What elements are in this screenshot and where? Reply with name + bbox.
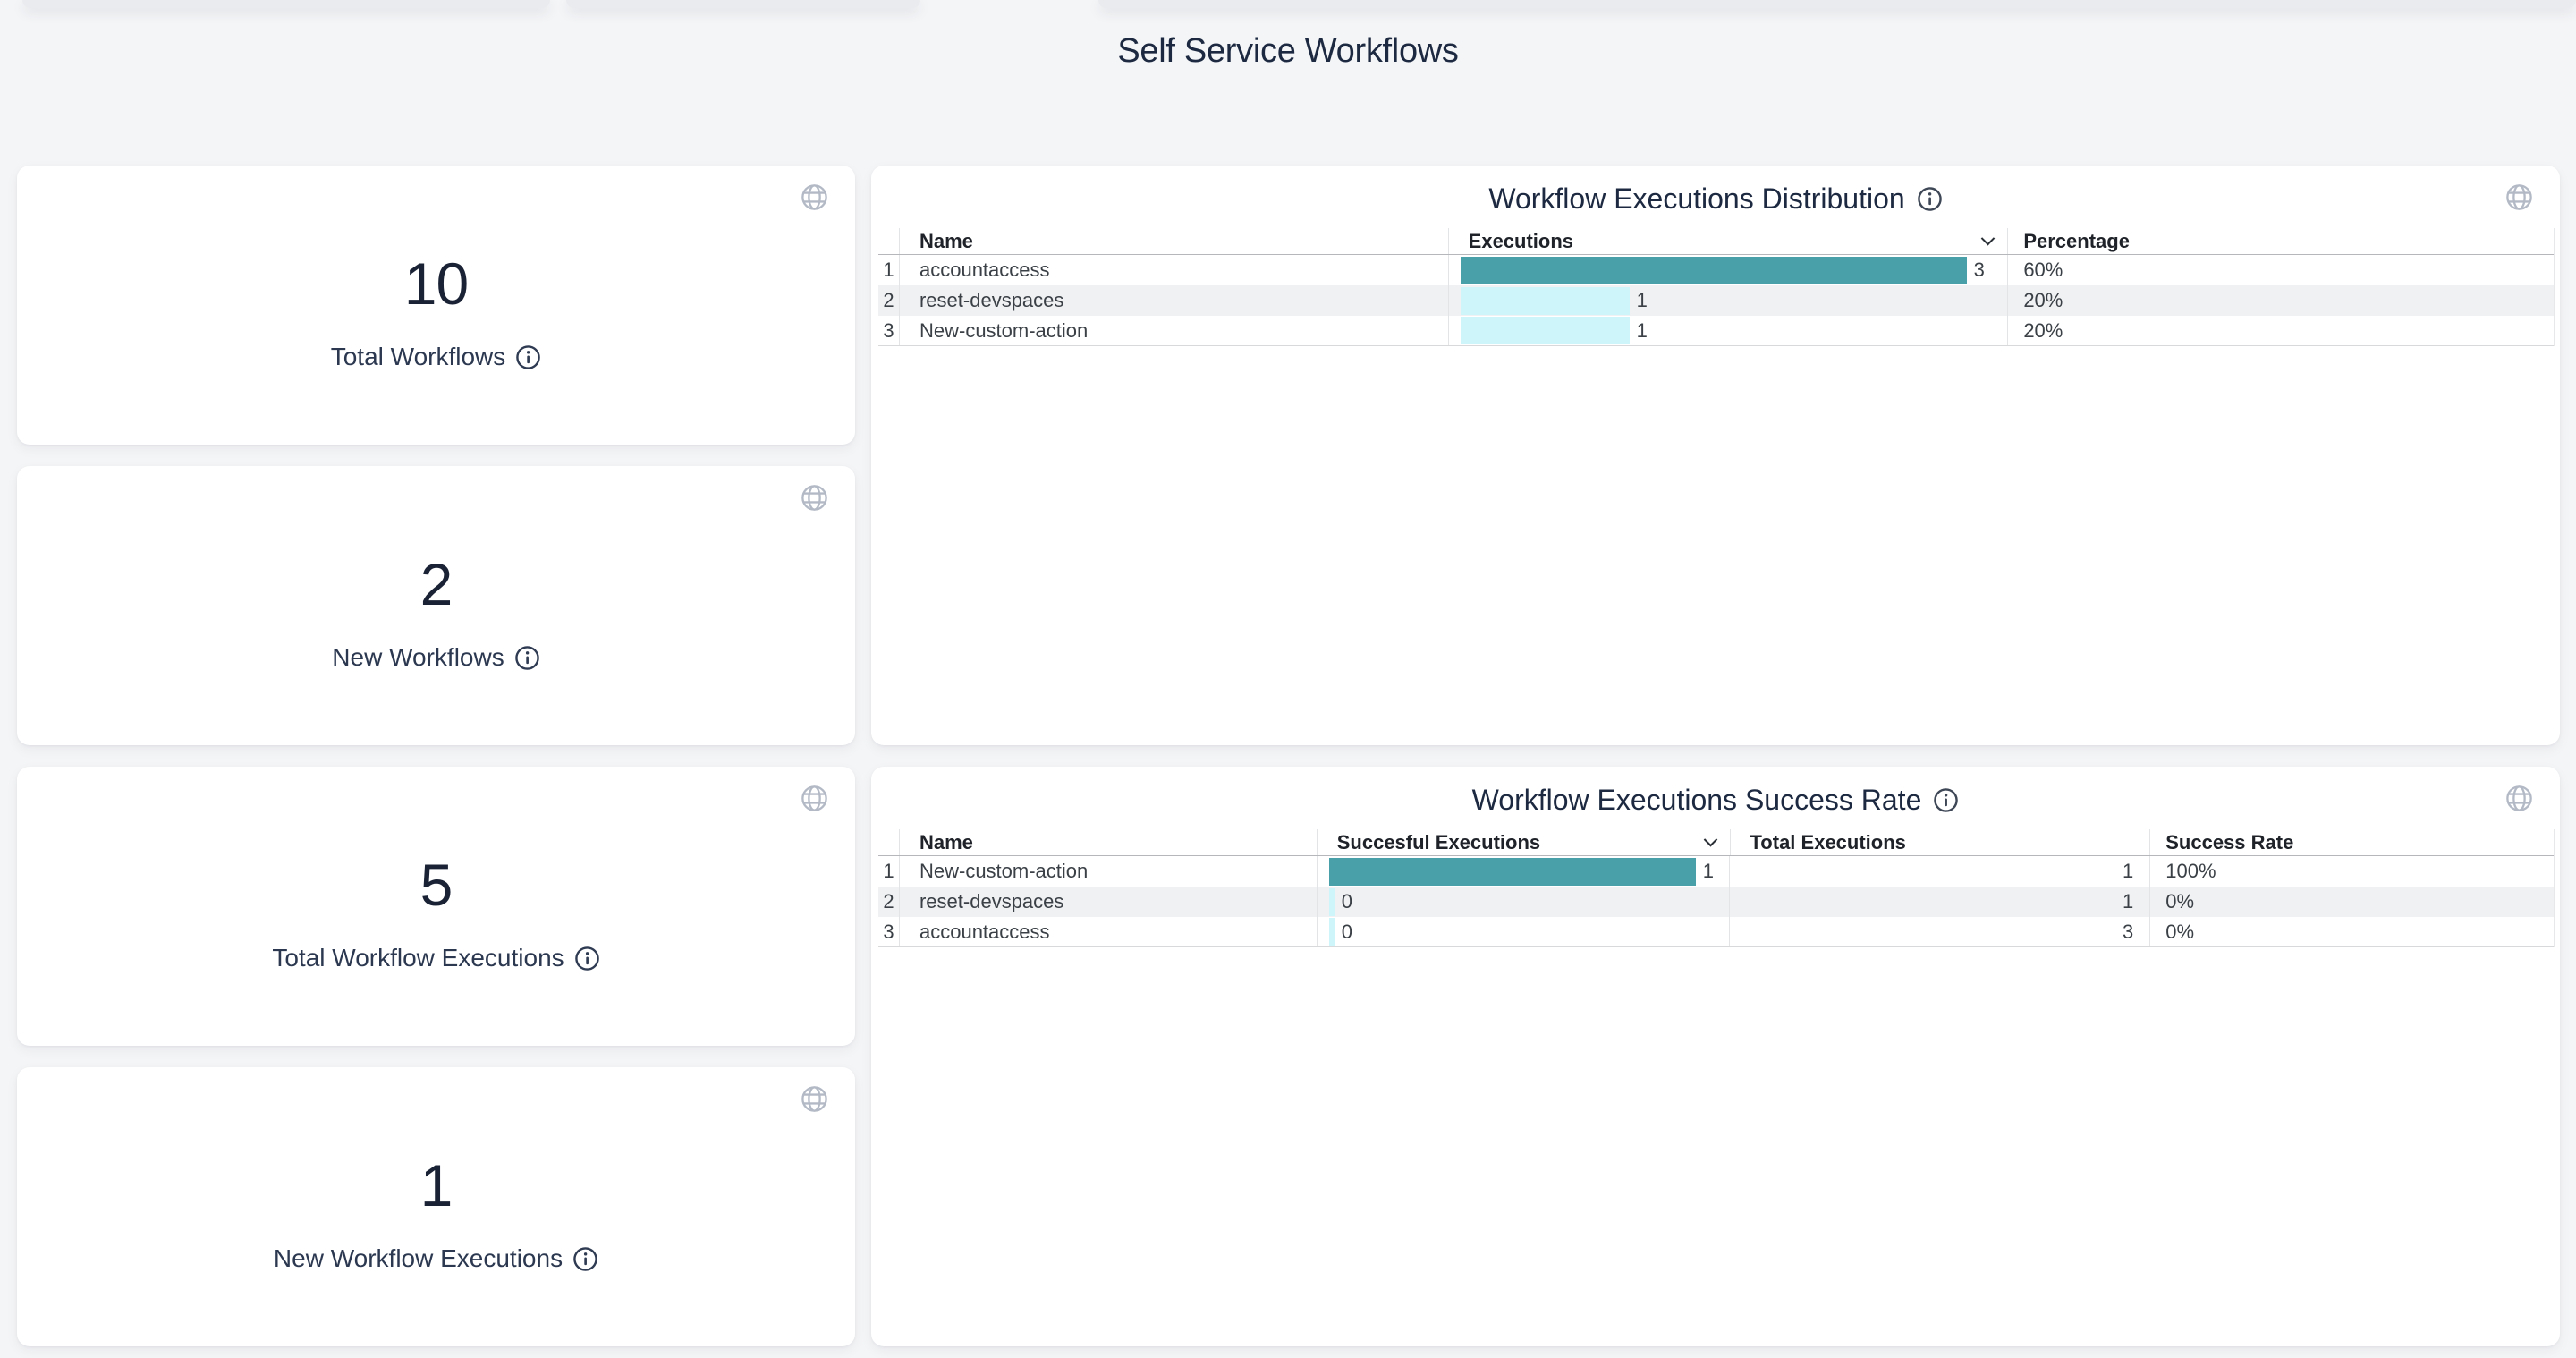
row-number-header bbox=[878, 228, 899, 254]
chevron-down-icon bbox=[1981, 231, 1996, 246]
success-rate-cell: 0% bbox=[2149, 887, 2554, 917]
column-header-succesful-executions[interactable]: Succesful Executions bbox=[1316, 829, 1730, 855]
globe-icon[interactable] bbox=[799, 1083, 830, 1115]
row-number: 2 bbox=[883, 289, 894, 311]
executions-cell: 1 bbox=[1447, 285, 2008, 316]
table-row[interactable]: 2 reset-devspaces 0 1 0% bbox=[878, 887, 2554, 917]
row-number: 2 bbox=[883, 890, 894, 912]
column-header-name[interactable]: Name bbox=[898, 829, 1317, 855]
succesful-executions-bar bbox=[1328, 918, 1335, 946]
column-header-name[interactable]: Name bbox=[898, 228, 1448, 254]
stat-label: Total Workflow Executions bbox=[272, 944, 564, 972]
success-rate-cell: 100% bbox=[2149, 856, 2554, 887]
name-cell: New-custom-action bbox=[898, 316, 1448, 345]
stat-value: 10 bbox=[403, 250, 469, 317]
scrolled-card-edge bbox=[22, 0, 550, 8]
succesful-executions-cell: 0 bbox=[1316, 887, 1730, 917]
name-cell: accountaccess bbox=[898, 917, 1317, 946]
executions-cell: 1 bbox=[1447, 316, 2008, 345]
bar-value-label: 1 bbox=[1636, 318, 1648, 342]
column-header-percentage[interactable]: Percentage bbox=[2007, 228, 2554, 254]
bar-value-label: 3 bbox=[1973, 259, 1985, 281]
succesful-executions-cell: 0 bbox=[1316, 917, 1730, 946]
succesful-executions-bar bbox=[1328, 857, 1696, 886]
stat-card-total-workflow-executions: 5 Total Workflow Executions bbox=[17, 767, 855, 1046]
info-icon[interactable] bbox=[1933, 787, 1959, 813]
info-icon[interactable] bbox=[514, 645, 540, 671]
executions-bar bbox=[1460, 256, 1967, 284]
table-title: Workflow Executions Distribution bbox=[1488, 182, 1905, 215]
info-icon[interactable] bbox=[1917, 186, 1943, 212]
bar-value-label: 0 bbox=[1341, 920, 1352, 943]
row-number: 3 bbox=[883, 920, 894, 943]
table-row[interactable]: 2 reset-devspaces 1 20% bbox=[878, 285, 2554, 316]
bar-value-label: 1 bbox=[1636, 289, 1648, 311]
page-title: Self Service Workflows bbox=[1117, 32, 1459, 70]
percentage-cell: 20% bbox=[2007, 285, 2554, 316]
column-header-total-executions[interactable]: Total Executions bbox=[1729, 829, 2150, 855]
stat-card-new-workflows: 2 New Workflows bbox=[17, 466, 855, 745]
stat-value: 5 bbox=[419, 852, 453, 918]
bar-value-label: 0 bbox=[1341, 890, 1352, 912]
table-row[interactable]: 3 accountaccess 0 3 0% bbox=[878, 917, 2554, 947]
card-workflow-executions-success-rate: Workflow Executions Success Rate Name Su… bbox=[871, 767, 2560, 1346]
table-row[interactable]: 3 New-custom-action 1 20% bbox=[878, 316, 2554, 346]
stat-value: 2 bbox=[419, 551, 453, 617]
chevron-down-icon bbox=[1703, 832, 1717, 847]
globe-icon[interactable] bbox=[799, 182, 830, 213]
stat-label: New Workflow Executions bbox=[273, 1244, 564, 1272]
stat-card-total-workflows: 10 Total Workflows bbox=[17, 166, 855, 445]
succesful-executions-bar bbox=[1328, 887, 1335, 916]
table-header-row: Name Executions Percentage bbox=[878, 228, 2554, 255]
column-header-success-rate[interactable]: Success Rate bbox=[2149, 829, 2554, 855]
executions-bar bbox=[1460, 317, 1630, 344]
bar-value-label: 1 bbox=[1702, 860, 1714, 882]
name-cell: reset-devspaces bbox=[898, 887, 1317, 917]
table-row[interactable]: 1 accountaccess 3 60% bbox=[878, 255, 2554, 285]
total-executions-cell: 1 bbox=[1729, 887, 2149, 917]
table-row[interactable]: 1 New-custom-action 1 1 100% bbox=[878, 856, 2554, 887]
success-rate-table: Name Succesful Executions Total Executio… bbox=[878, 829, 2555, 947]
total-executions-cell: 3 bbox=[1729, 917, 2149, 946]
stat-label: New Workflows bbox=[332, 643, 504, 671]
info-icon[interactable] bbox=[572, 1246, 598, 1272]
card-workflow-executions-distribution: Workflow Executions Distribution Name Ex… bbox=[871, 166, 2560, 745]
name-cell: reset-devspaces bbox=[898, 285, 1448, 316]
scrolled-card-edge bbox=[1098, 0, 2576, 8]
row-number: 1 bbox=[883, 860, 894, 882]
globe-icon[interactable] bbox=[2504, 182, 2535, 213]
name-cell: New-custom-action bbox=[898, 856, 1317, 887]
stat-label: Total Workflows bbox=[330, 343, 506, 370]
column-header-executions[interactable]: Executions bbox=[1447, 228, 2008, 254]
percentage-cell: 60% bbox=[2007, 255, 2554, 285]
globe-icon[interactable] bbox=[799, 482, 830, 513]
name-cell: accountaccess bbox=[898, 255, 1448, 285]
row-number-header bbox=[878, 829, 899, 855]
succesful-executions-cell: 1 bbox=[1316, 856, 1730, 887]
row-number: 1 bbox=[883, 259, 894, 281]
scrolled-card-edge bbox=[566, 0, 920, 8]
executions-cell: 3 bbox=[1447, 255, 2008, 285]
globe-icon[interactable] bbox=[799, 783, 830, 814]
total-executions-cell: 1 bbox=[1729, 856, 2149, 887]
globe-icon[interactable] bbox=[2504, 783, 2535, 814]
table-title: Workflow Executions Success Rate bbox=[1471, 784, 1922, 816]
percentage-cell: 20% bbox=[2007, 316, 2554, 345]
distribution-table: Name Executions Percentage 1 accountacce… bbox=[878, 228, 2555, 346]
info-icon[interactable] bbox=[574, 946, 600, 972]
executions-bar bbox=[1460, 286, 1630, 315]
stat-value: 1 bbox=[419, 1152, 453, 1218]
row-number: 3 bbox=[883, 318, 894, 342]
stat-card-new-workflow-executions: 1 New Workflow Executions bbox=[17, 1067, 855, 1346]
table-header-row: Name Succesful Executions Total Executio… bbox=[878, 829, 2554, 856]
info-icon[interactable] bbox=[515, 344, 541, 370]
success-rate-cell: 0% bbox=[2149, 917, 2554, 946]
